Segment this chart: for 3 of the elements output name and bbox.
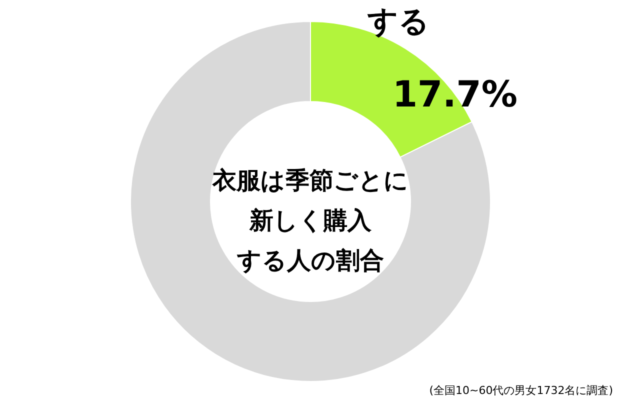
text: 衣服は季節ごとに新しく購入する人の割合 [212,166,408,274]
text: (全国10~60代の男女1732名に調査) [429,384,613,397]
slice-label: する [366,4,430,40]
